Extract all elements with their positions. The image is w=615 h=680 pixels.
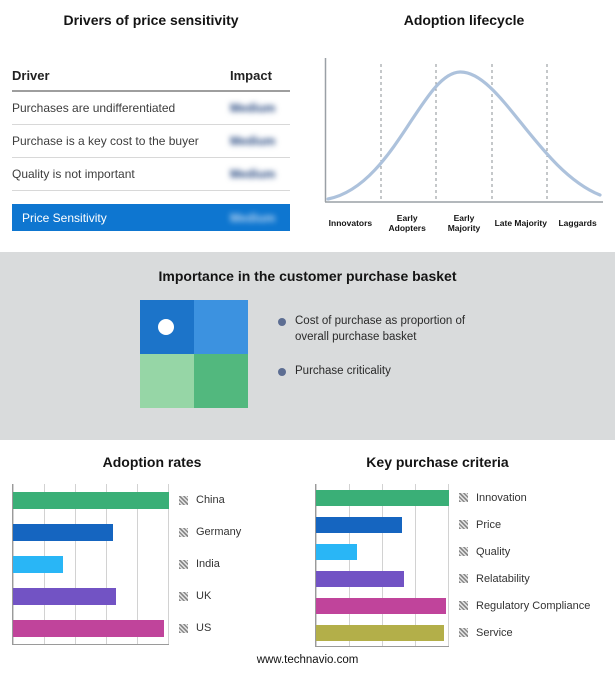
category-label: UK <box>196 590 212 602</box>
quadrant-matrix <box>140 300 248 408</box>
key-purchase-criteria-title: Key purchase criteria <box>366 454 509 470</box>
technavio-url: www.technavio.com <box>256 654 359 666</box>
impact-value: Medium <box>230 167 276 181</box>
hatch-icon <box>179 623 188 633</box>
table-row: Quality is not important Medium <box>12 158 290 191</box>
bar <box>316 489 449 506</box>
driver-cell: Purchases are undifferentiated <box>12 101 176 115</box>
hatch-icon <box>459 520 468 529</box>
lifecycle-panel: Adoption lifecycle Innovators Early Adopt… <box>322 8 606 234</box>
column-header-driver: Driver <box>12 67 50 83</box>
bar <box>316 516 403 533</box>
legend-item: Regulatory Compliance <box>459 592 590 619</box>
driver-cell: Purchase is a key cost to the buyer <box>12 134 199 148</box>
legend-item: Quality <box>459 538 590 565</box>
bar <box>316 624 444 641</box>
bell-curve-path <box>326 70 602 201</box>
lifecycle-title: Adoption lifecycle <box>403 12 525 28</box>
hatch-icon <box>459 547 468 556</box>
bar <box>13 555 63 573</box>
stage-label: Innovators <box>328 217 373 228</box>
category-label: Relatability <box>476 572 530 585</box>
stage-label: Laggards <box>558 217 597 228</box>
bar <box>316 570 404 587</box>
category-label: Germany <box>196 526 242 538</box>
column-header-impact: Impact <box>230 67 272 83</box>
hatch-icon <box>179 495 188 505</box>
quadrant-top-right <box>194 300 248 354</box>
purchase-basket-section: Importance in the customer purchase bask… <box>0 252 615 440</box>
bar <box>13 587 116 605</box>
bullet-icon <box>278 318 286 326</box>
driver-cell: Quality is not important <box>12 167 135 181</box>
legend-label: Cost of purchase as proportion of overal… <box>295 315 466 343</box>
category-label: Service <box>476 626 513 639</box>
category-label: US <box>196 622 212 634</box>
category-label: India <box>196 558 220 570</box>
summary-impact-value: Medium <box>230 210 276 225</box>
hatch-icon <box>459 628 468 637</box>
adoption-rates-title: Adoption rates <box>102 454 202 470</box>
quadrant-bottom-left <box>140 354 194 408</box>
category-label: China <box>196 494 225 506</box>
adoption-rates-legend: China Germany India UK US <box>179 484 241 645</box>
drivers-panel: Drivers of price sensitivity Driver Impa… <box>12 8 290 231</box>
price-sensitivity-row: Price Sensitivity Medium <box>12 204 290 231</box>
hatch-icon <box>459 601 468 610</box>
legend-item: UK <box>179 580 241 612</box>
table-row: Purchases are undifferentiated Medium <box>12 92 290 125</box>
category-label: Regulatory Compliance <box>476 599 591 612</box>
legend-item: US <box>179 612 241 644</box>
impact-value: Medium <box>230 134 276 148</box>
legend-item: Cost of purchase as proportion of overal… <box>278 314 483 345</box>
hatch-icon <box>179 591 188 601</box>
legend-item: Germany <box>179 516 241 548</box>
stage-label: Early Adopters <box>388 212 426 233</box>
basket-title: Importance in the customer purchase bask… <box>158 268 457 284</box>
drivers-table: Driver Impact Purchases are undifferenti… <box>12 60 290 231</box>
stage-label: Early Majority <box>447 212 481 233</box>
summary-label: Price Sensitivity <box>22 210 107 225</box>
hatch-icon <box>459 493 468 502</box>
category-label: Price <box>476 518 502 531</box>
legend-item: China <box>179 484 241 516</box>
bar <box>316 543 358 560</box>
legend-item: Price <box>459 511 590 538</box>
legend-item: Innovation <box>459 484 590 511</box>
bar <box>13 491 169 509</box>
hatch-icon <box>179 559 188 569</box>
bell-curve-chart <box>324 58 603 203</box>
table-row: Purchase is a key cost to the buyer Mediu… <box>12 125 290 158</box>
legend-item: Relatability <box>459 565 590 592</box>
legend-label: Purchase criticality <box>295 365 391 378</box>
key-purchase-criteria-chart: Innovation Price Quality Relatability Regula… <box>315 484 590 647</box>
legend-item: India <box>179 548 241 580</box>
lifecycle-stage-labels: Innovators Early Adopters Early Majority La… <box>322 212 606 234</box>
impact-value: Medium <box>230 101 276 115</box>
quadrant-top-left <box>140 300 194 354</box>
quadrant-bottom-right <box>194 354 248 408</box>
hatch-icon <box>459 574 468 583</box>
bar <box>13 619 165 637</box>
legend-item: Purchase criticality <box>278 364 483 380</box>
hatch-icon <box>179 527 188 537</box>
drivers-table-header: Driver Impact <box>12 60 290 92</box>
key-purchase-criteria-plot <box>315 484 449 647</box>
position-marker-dot <box>158 319 174 335</box>
bottom-section: Adoption rates China Germany India UK US Key… <box>0 440 615 680</box>
legend-item: Service <box>459 619 590 646</box>
category-label: Quality <box>476 545 511 558</box>
basket-legend: Cost of purchase as proportion of overal… <box>278 314 483 399</box>
bullet-icon <box>278 368 286 377</box>
bar <box>316 597 447 614</box>
drivers-table-rows: Purchases are undifferentiated Medium Purc… <box>12 92 290 191</box>
adoption-rates-chart: China Germany India UK US <box>12 484 241 645</box>
drivers-title: Drivers of price sensitivity <box>63 12 239 28</box>
stage-label: Late Majority <box>494 217 547 228</box>
bar <box>13 523 113 541</box>
key-purchase-criteria-legend: Innovation Price Quality Relatability Regula… <box>459 484 590 647</box>
adoption-rates-plot <box>12 484 169 645</box>
category-label: Innovation <box>476 491 527 504</box>
